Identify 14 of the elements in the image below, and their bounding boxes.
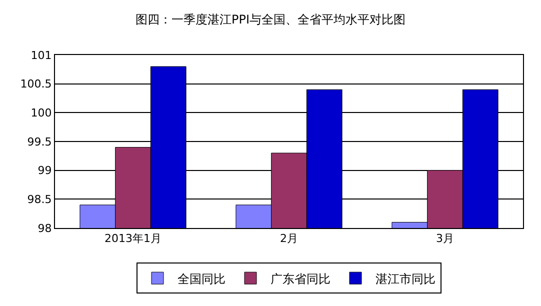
y-tick-label: 99 bbox=[38, 164, 52, 178]
y-tick-label: 100.5 bbox=[20, 78, 52, 91]
legend-label: 广东省同比 bbox=[270, 272, 330, 286]
y-tick-label: 98 bbox=[38, 222, 52, 235]
x-tick-label: 3月 bbox=[436, 232, 454, 246]
legend-label: 湛江市同比 bbox=[376, 272, 436, 286]
y-tick-label: 100 bbox=[30, 106, 52, 120]
y-tick-label: 99.5 bbox=[27, 135, 52, 148]
x-tick-label: 2月 bbox=[280, 232, 298, 246]
chart-title: 图四：一季度湛江PPI与全国、全省平均水平对比图 bbox=[135, 12, 406, 27]
y-tick-label: 98.5 bbox=[27, 193, 52, 206]
legend-label: 全国同比 bbox=[178, 272, 226, 286]
x-tick-label: 2013年1月 bbox=[104, 232, 162, 246]
y-tick-label: 101 bbox=[30, 48, 52, 62]
